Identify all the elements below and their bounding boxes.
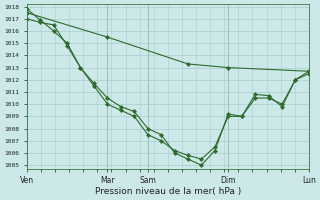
- X-axis label: Pression niveau de la mer( hPa ): Pression niveau de la mer( hPa ): [95, 187, 241, 196]
